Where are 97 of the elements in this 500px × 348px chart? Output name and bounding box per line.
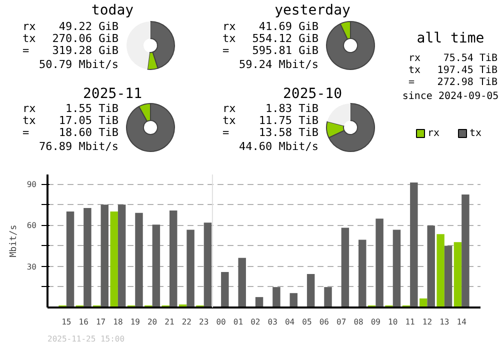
text: tx	[408, 65, 421, 76]
x-tick-label: 22	[182, 318, 192, 326]
text: 595.81 GiB	[252, 44, 319, 57]
bar	[358, 240, 366, 308]
bar	[376, 218, 384, 308]
y-axis-title: Mbit/s	[8, 224, 19, 258]
text: 50.79 Mbit/s	[39, 58, 119, 71]
legend-label: tx	[470, 128, 482, 139]
text: =	[222, 126, 230, 139]
bar	[462, 194, 470, 308]
x-tick-label: 06	[319, 318, 330, 326]
x-tick-label: 00	[216, 318, 226, 326]
text: tx	[22, 114, 36, 127]
bar	[427, 226, 435, 308]
x-tick-label: 20	[147, 318, 158, 326]
x-tick-label: 17	[96, 318, 106, 326]
x-tick-label: 19	[130, 318, 140, 326]
text: 319.28 GiB	[52, 44, 119, 57]
x-tick-label: 04	[284, 318, 295, 326]
bar	[221, 272, 229, 308]
bar	[169, 210, 178, 308]
text: =	[22, 44, 30, 57]
x-tick-label: 13	[440, 318, 450, 326]
text: 270.06 GiB	[52, 32, 119, 45]
text: 44.60 Mbit/s	[239, 140, 319, 153]
text: 1.83 TiB	[266, 102, 319, 115]
text: 1.55 TiB	[66, 102, 119, 115]
bar	[410, 182, 418, 308]
text: 554.12 GiB	[252, 32, 319, 45]
text: rx	[222, 102, 236, 115]
text: 76.89 Mbit/s	[39, 140, 119, 153]
text: 17.05 TiB	[58, 114, 119, 127]
text: 11.75 TiB	[258, 114, 319, 127]
chart-title: today	[91, 2, 134, 18]
bar	[100, 204, 108, 308]
text: =	[22, 126, 30, 139]
bar	[290, 293, 298, 308]
text: 59.24 Mbit/s	[239, 58, 319, 71]
bar	[118, 204, 126, 308]
x-tick-label: 08	[354, 318, 364, 326]
text: =	[408, 77, 415, 88]
x-tick-label: 05	[302, 318, 312, 326]
text: 272.98 TiB	[437, 77, 498, 88]
x-tick-label: 15	[62, 318, 72, 326]
y-tick-label: 30	[26, 262, 37, 272]
text: 197.45 TiB	[437, 65, 498, 76]
text: rx	[408, 53, 421, 64]
bar	[84, 208, 92, 308]
text: =	[222, 44, 230, 57]
x-tick-label: 12	[422, 318, 432, 326]
bar	[110, 212, 118, 308]
bar	[238, 258, 246, 308]
x-tick-label: 11	[405, 318, 416, 326]
bar	[306, 274, 315, 308]
text: tx	[222, 114, 236, 127]
text: tx	[222, 32, 236, 45]
text: rx	[222, 20, 236, 33]
bar	[341, 228, 350, 308]
x-tick-label: 21	[164, 318, 174, 326]
x-tick-label: 01	[233, 318, 244, 326]
x-tick-label: 10	[388, 318, 398, 326]
chart-title: yesterday	[274, 2, 350, 18]
text: tx	[22, 32, 36, 45]
x-tick-label: 23	[199, 318, 209, 326]
legend-label: rx	[428, 128, 440, 139]
bar	[272, 287, 280, 308]
text: 75.54 TiB	[443, 53, 498, 64]
bar	[436, 234, 444, 308]
text: 41.69 GiB	[258, 20, 319, 33]
bar	[454, 242, 462, 308]
text: 49.22 GiB	[58, 20, 119, 33]
x-tick-label: 14	[456, 318, 467, 326]
bar	[135, 212, 143, 308]
bar	[324, 287, 332, 308]
chart-title: 2025-10	[283, 86, 342, 102]
bar	[152, 224, 160, 308]
bar	[392, 230, 401, 308]
bar	[444, 246, 452, 308]
chart-title: 2025-11	[83, 86, 142, 102]
text: rx	[22, 20, 36, 33]
bar	[186, 230, 194, 308]
x-tick-label: 18	[113, 318, 123, 326]
text: 13.58 TiB	[258, 126, 319, 139]
text: 18.60 TiB	[58, 126, 119, 139]
text: 2025-11-25 15:00	[48, 334, 125, 344]
y-tick-label: 90	[26, 180, 37, 190]
bar	[66, 212, 74, 308]
text: all time	[416, 30, 484, 46]
x-tick-label: 02	[250, 318, 260, 326]
x-tick-label: 16	[78, 318, 89, 326]
x-tick-label: 07	[336, 318, 346, 326]
text: rx	[22, 102, 36, 115]
x-tick-label: 09	[370, 318, 381, 326]
y-tick-label: 60	[26, 221, 37, 230]
x-tick-label: 03	[268, 318, 278, 326]
text: since 2024-09-05	[402, 91, 499, 102]
bar	[204, 222, 212, 308]
